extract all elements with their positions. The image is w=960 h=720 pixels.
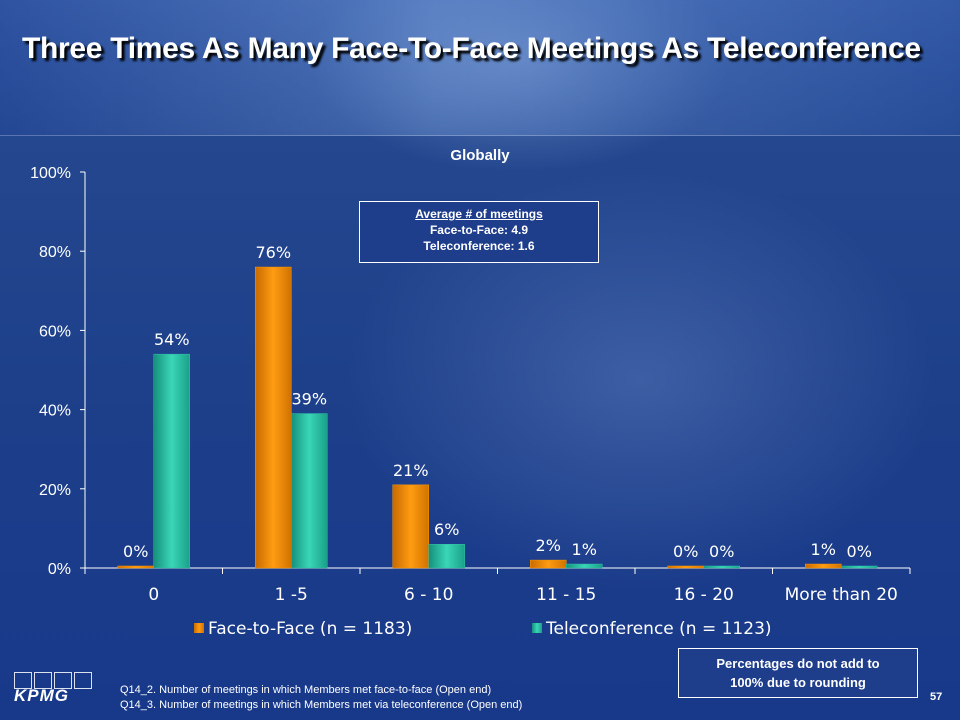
bar-face-to-face <box>117 565 154 569</box>
x-tick-label: 6 - 10 <box>404 585 453 605</box>
bar-face-to-face <box>805 563 842 569</box>
legend-swatch-face-to-face <box>194 623 204 633</box>
bar-face-to-face <box>255 266 292 569</box>
slide-title: Three Times As Many Face-To-Face Meeting… <box>22 32 921 65</box>
y-tick-label: 60% <box>39 323 71 340</box>
bar-teleconference <box>703 565 740 569</box>
legend-swatch-teleconference <box>532 623 542 633</box>
logo-text: KPMG <box>14 686 69 705</box>
bar-teleconference <box>291 413 328 569</box>
average-heading: Average # of meetings <box>415 207 543 221</box>
kpmg-logo: KPMG <box>14 672 96 708</box>
bar-teleconference <box>566 563 603 569</box>
bar-teleconference <box>153 353 190 569</box>
rounding-note-line1: Percentages do not add to <box>716 656 880 671</box>
data-label: 76% <box>255 243 291 262</box>
bar-face-to-face <box>530 559 567 569</box>
bar-teleconference <box>428 543 465 569</box>
data-label: 6% <box>434 520 459 539</box>
data-label: 0% <box>847 542 872 561</box>
footnote-q14-2: Q14_2. Number of meetings in which Membe… <box>120 684 492 696</box>
data-label: 1% <box>811 540 836 559</box>
data-label: 39% <box>291 390 327 409</box>
rounding-note-line2: 100% due to rounding <box>730 675 866 690</box>
x-tick-label: 11 - 15 <box>536 585 596 605</box>
header-band <box>0 0 960 136</box>
legend-label-teleconference: Teleconference (n = 1123) <box>545 619 772 639</box>
x-tick-label: 1 -5 <box>275 585 308 605</box>
rounding-note-box: Percentages do not add to 100% due to ro… <box>678 648 918 698</box>
data-label: 21% <box>393 461 429 480</box>
data-label: 54% <box>154 330 190 349</box>
bar-face-to-face <box>667 565 704 569</box>
y-tick-label: 20% <box>39 482 71 499</box>
x-tick-label: More than 20 <box>785 585 898 605</box>
average-meetings-box: Average # of meetings Face-to-Face: 4.9 … <box>359 201 599 263</box>
average-teleconference: Teleconference: 1.6 <box>423 239 535 253</box>
data-label: 1% <box>572 540 597 559</box>
data-label: 0% <box>673 542 698 561</box>
legend-label-face-to-face: Face-to-Face (n = 1183) <box>208 619 412 639</box>
data-label: 2% <box>536 536 561 555</box>
footnote-q14-3: Q14_3. Number of meetings in which Membe… <box>120 699 523 711</box>
y-tick-label: 80% <box>39 244 71 261</box>
x-tick-label: 16 - 20 <box>674 585 734 605</box>
data-label: 0% <box>123 542 148 561</box>
x-tick-label: 0 <box>148 585 159 605</box>
bar-teleconference <box>841 565 878 569</box>
footnotes: Q14_2. Number of meetings in which Membe… <box>120 683 522 713</box>
logo-boxes <box>14 672 92 689</box>
data-label: 0% <box>709 542 734 561</box>
y-tick-label: 100% <box>30 165 71 182</box>
chart-title: Globally <box>450 147 510 164</box>
page-number: 57 <box>930 691 943 703</box>
y-tick-label: 40% <box>39 403 71 420</box>
y-tick-label: 0% <box>48 561 71 578</box>
bar-face-to-face <box>392 484 429 569</box>
average-face-to-face: Face-to-Face: 4.9 <box>429 223 529 237</box>
